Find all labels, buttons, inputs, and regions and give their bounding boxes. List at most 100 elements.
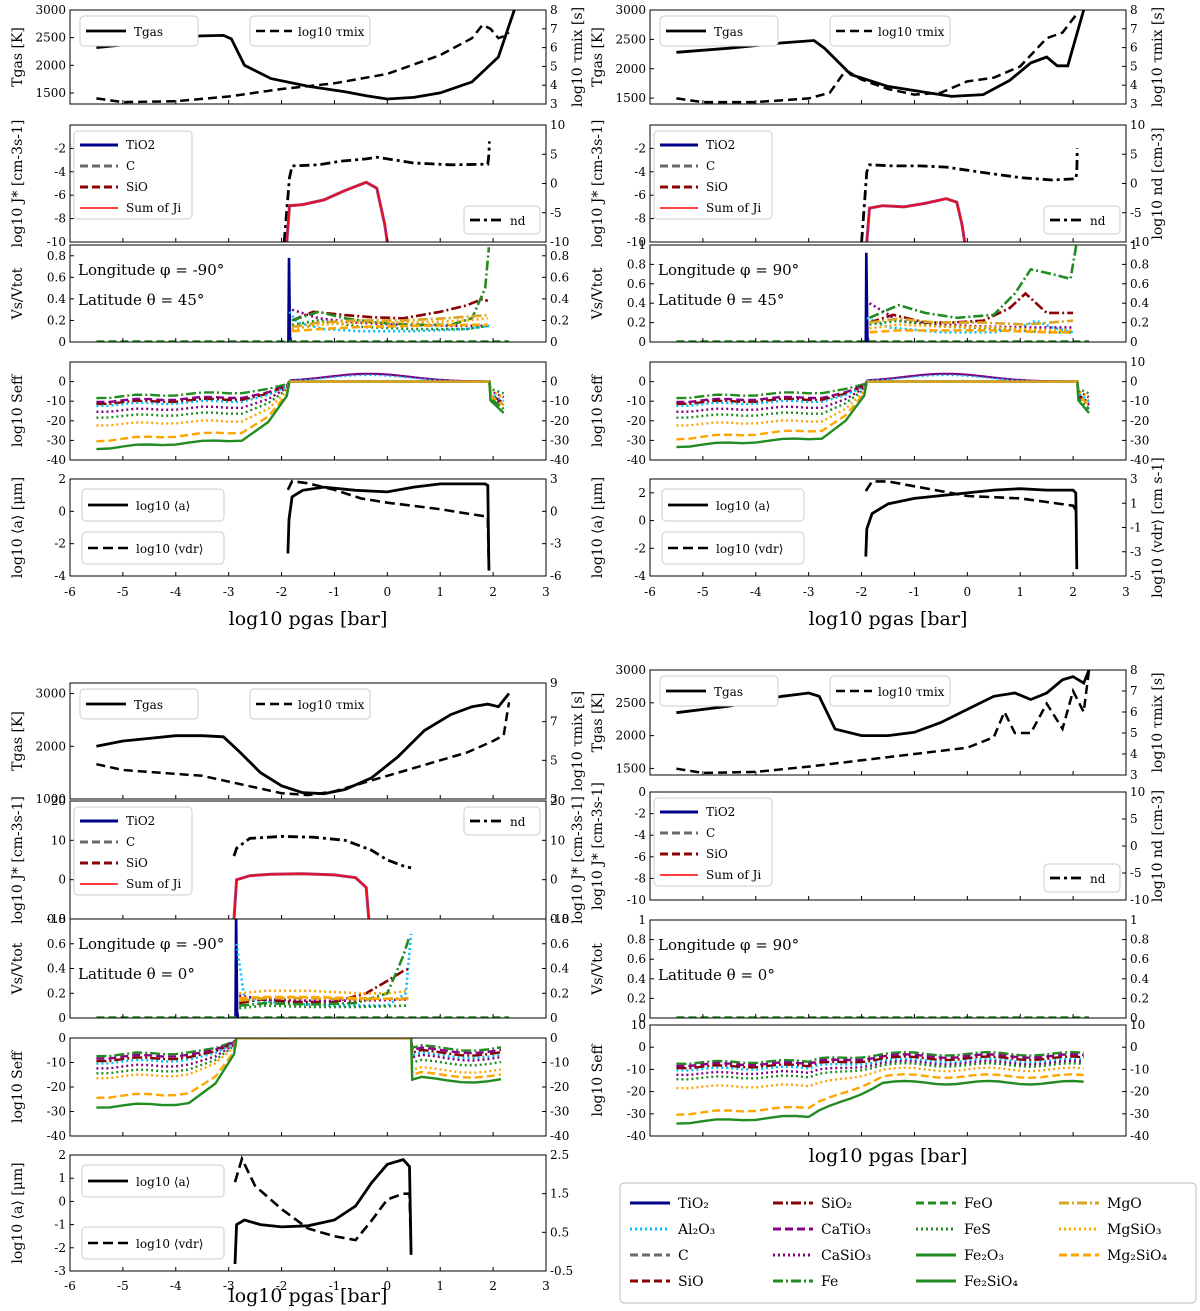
x-tick-label: -5 [117, 585, 129, 599]
drift-velocity-line [286, 479, 491, 571]
axes-frame [649, 669, 1127, 776]
supersaturation-Al2O3 [96, 1038, 502, 1065]
x-tick-label: -2 [856, 585, 868, 599]
legend-grain-size: log10 ⟨a⟩ [661, 488, 805, 522]
y-tick-label: 0.4 [47, 962, 66, 976]
y-axis-label: Tgas [K] [10, 27, 26, 87]
legend-label: nd [510, 214, 526, 228]
y2-tick-label: 0 [1130, 1040, 1138, 1054]
legend-grain-size: log10 ⟨a⟩ [81, 1164, 225, 1198]
supersaturation-SiO2 [96, 1038, 502, 1063]
x-tick-label: 1 [436, 1279, 444, 1293]
y2-tick-label: -10 [1130, 893, 1149, 907]
y2-tick-label: 0 [550, 177, 558, 191]
y-tick-label: 2000 [35, 739, 66, 753]
legend-label-CaTiO3: CaTiO₃ [821, 1222, 871, 1238]
y2-tick-label: 5 [1130, 59, 1138, 73]
legend-label: log10 ⟨vdr⟩ [716, 542, 783, 556]
y-tick-label: -30 [627, 1107, 646, 1121]
legend-label-Mg2SiO4: Mg₂SiO₄ [1107, 1248, 1167, 1264]
y-axis-label: Vs/Vtot [590, 267, 606, 320]
supersaturation-CaTiO3 [676, 1053, 1084, 1068]
legend-label-FeO: FeO [964, 1196, 993, 1212]
y-tick-label: 0.2 [627, 991, 646, 1005]
y-tick-label: 0.6 [47, 937, 66, 951]
y-tick-label: 3000 [35, 3, 66, 17]
supersaturation-CaSiO3 [96, 380, 505, 413]
row-T: 1500 2000 2500 3000 3 4 5 6 7 8 Tgas [K] log10 τmix… [590, 3, 1166, 111]
tgas-line [676, 670, 1091, 737]
y-tick-label: 0 [58, 1011, 66, 1025]
volume-fraction-Fe [291, 247, 491, 327]
y2-tick-label: 8 [1130, 663, 1138, 677]
y-tick-label: -20 [47, 414, 66, 428]
annotation-latitude: Latitude θ = 0° [658, 966, 775, 984]
y-tick-label: 2000 [615, 729, 646, 743]
y2-tick-label: -5 [550, 206, 562, 220]
tau-mix-line [676, 670, 1091, 775]
legend-box [73, 806, 193, 896]
y2-tick-label: 0 [550, 335, 558, 349]
y-axis-label: Vs/Vtot [590, 943, 606, 996]
legend-drift: log10 ⟨vdr⟩ [81, 1226, 225, 1260]
row-J: -10 0 10 20 -10 0 10 20 log10 J* [cm-3s-1] log10 … [10, 794, 586, 926]
volume-fraction-Fe [868, 245, 1078, 320]
y2-axis-label: log10 J* [cm-3s-1] [570, 796, 586, 924]
legend-label: SiO [126, 856, 148, 870]
y-tick-label: 0 [638, 375, 646, 389]
legend-box [1043, 863, 1121, 893]
y2-tick-label: -5 [1130, 206, 1142, 220]
y-tick-label: 10 [51, 833, 66, 847]
y2-tick-label: 20 [550, 794, 565, 808]
row-T: 1000 2000 3000 3 5 7 9 Tgas [K] log10 τmix [s] Tg… [10, 676, 586, 806]
y2-tick-label: 0 [1130, 839, 1138, 853]
supersaturation-FeS [676, 1061, 1084, 1081]
y2-tick-label: 1.5 [550, 1187, 569, 1201]
y-tick-label: -2 [54, 141, 66, 155]
y-tick-label: 0 [58, 1194, 66, 1208]
nd-line [860, 148, 1079, 242]
tgas-line [96, 10, 516, 101]
y-tick-label: 2500 [615, 32, 646, 46]
y-tick-label: 0 [638, 335, 646, 349]
x-tick-label: -5 [117, 1279, 129, 1293]
legend-label: log10 ⟨a⟩ [136, 499, 190, 513]
y2-tick-label: 8 [1130, 3, 1138, 17]
legend-label: SiO [706, 847, 728, 861]
legend-label: TiO2 [126, 814, 155, 828]
axes-frame [649, 1024, 1127, 1137]
y-tick-label: 0.6 [627, 277, 646, 291]
y-tick-label: -10 [47, 1056, 66, 1070]
row-A: -3 -2 -1 0 1 2 -0.5 0.5 1.5 2.5 log10 ⟨a⟩ [μm] log1… [10, 1148, 573, 1278]
y2-tick-label: -10 [550, 912, 569, 926]
y-tick-label: -1 [54, 1218, 66, 1232]
legend-tau: log10 τmix [249, 15, 371, 47]
y2-tick-label: 3 [550, 792, 558, 806]
legend-nucleation: TiO2 C SiO Sum of Ji [73, 806, 193, 896]
tgas-line [96, 692, 511, 796]
y-tick-label: 2500 [615, 696, 646, 710]
supersaturation-SiO2 [676, 380, 1090, 406]
supersaturation-Al2O3 [676, 1057, 1084, 1072]
x-tick-label: 0 [384, 585, 392, 599]
y-tick-label: 0 [638, 514, 646, 528]
y2-tick-label: 1 [1130, 913, 1138, 927]
legend-label: log10 ⟨vdr⟩ [136, 1237, 203, 1251]
legend-box [829, 15, 951, 47]
legend-label: nd [1090, 872, 1106, 886]
legend-box [79, 688, 199, 720]
y2-tick-label: 0.8 [550, 912, 569, 926]
y2-tick-label: 0 [1130, 177, 1138, 191]
y-tick-label: -40 [627, 1129, 646, 1143]
y-tick-label: 0.8 [627, 933, 646, 947]
y2-axis-label: log10 nd [cm-3] [1150, 127, 1166, 239]
y2-tick-label: 3 [550, 97, 558, 111]
y-tick-label: 2 [58, 1148, 66, 1162]
annotation-latitude: Latitude θ = 45° [658, 291, 784, 309]
y-tick-label: -30 [47, 1105, 66, 1119]
legend-box [829, 675, 951, 707]
x-tick-label: 1 [1016, 585, 1024, 599]
legend-label-TiO2: TiO₂ [678, 1196, 709, 1212]
y2-axis-label: log10 τmix [s] [570, 7, 586, 107]
